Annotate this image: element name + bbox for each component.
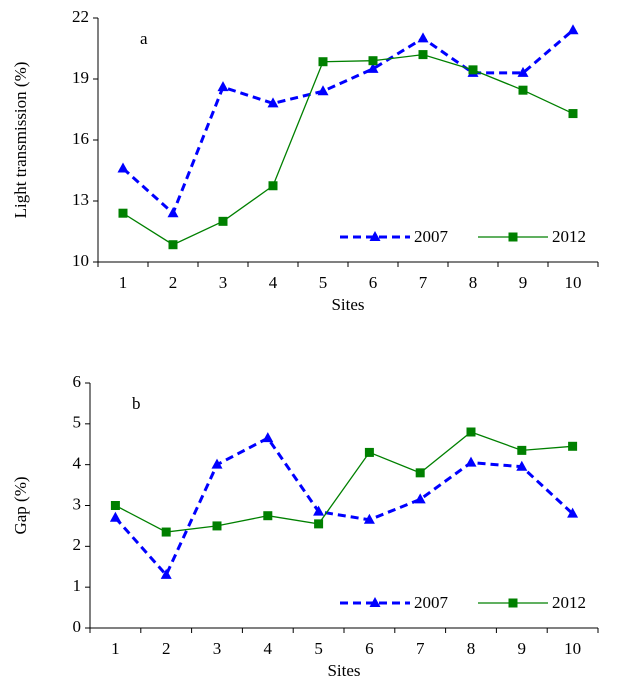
- series-line: [121, 29, 574, 216]
- y-axis-label: Light transmission (%): [11, 62, 30, 219]
- x-tick-label: 1: [111, 639, 120, 658]
- x-tick-label: 7: [419, 273, 428, 292]
- marker: [167, 207, 179, 218]
- x-tick-label: 10: [565, 273, 582, 292]
- marker: [218, 216, 228, 226]
- legend-label: 2007: [414, 593, 449, 612]
- x-tick-label: 6: [365, 639, 374, 658]
- x-tick-label: 7: [416, 639, 425, 658]
- legend-label: 2012: [552, 593, 586, 612]
- marker: [517, 445, 527, 455]
- series-line: [114, 436, 574, 578]
- x-tick-label: 5: [314, 639, 323, 658]
- legend-label: 2007: [414, 227, 449, 246]
- marker: [568, 441, 578, 451]
- legend-label: 2012: [552, 227, 586, 246]
- marker: [117, 162, 129, 173]
- marker: [417, 32, 429, 43]
- y-tick-label: 16: [72, 129, 89, 148]
- marker: [160, 568, 172, 579]
- marker: [367, 62, 379, 73]
- y-axis-label: Gap (%): [11, 476, 30, 534]
- legend-marker: [508, 598, 518, 608]
- marker: [211, 458, 223, 469]
- x-tick-label: 4: [269, 273, 278, 292]
- x-tick-label: 10: [564, 639, 581, 658]
- marker: [161, 527, 171, 537]
- panel-label: b: [132, 394, 141, 413]
- y-tick-label: 3: [73, 494, 82, 513]
- y-tick-label: 1: [73, 576, 82, 595]
- marker: [567, 24, 579, 35]
- marker: [217, 81, 229, 92]
- legend-marker: [369, 231, 381, 241]
- marker: [212, 521, 222, 531]
- marker: [568, 109, 578, 119]
- x-tick-label: 6: [369, 273, 378, 292]
- x-axis-label: Sites: [327, 661, 360, 680]
- marker: [465, 456, 477, 467]
- x-tick-label: 5: [319, 273, 328, 292]
- marker: [414, 493, 426, 504]
- x-tick-label: 4: [264, 639, 273, 658]
- marker: [516, 460, 528, 471]
- y-tick-label: 0: [73, 617, 82, 636]
- series-line: [115, 431, 573, 533]
- marker: [418, 50, 428, 60]
- marker: [517, 66, 529, 77]
- y-tick-label: 10: [72, 251, 89, 270]
- y-tick-label: 4: [73, 454, 82, 473]
- x-axis-label: Sites: [331, 295, 364, 314]
- y-tick-label: 5: [73, 413, 82, 432]
- y-tick-label: 13: [72, 190, 89, 209]
- marker: [109, 511, 121, 522]
- marker: [466, 427, 476, 437]
- x-tick-label: 2: [162, 639, 171, 658]
- marker: [415, 468, 425, 478]
- marker: [168, 240, 178, 250]
- marker: [313, 505, 325, 516]
- x-tick-label: 1: [119, 273, 128, 292]
- x-tick-label: 8: [467, 639, 476, 658]
- panel-label: a: [140, 29, 148, 48]
- marker: [364, 447, 374, 457]
- x-tick-label: 8: [469, 273, 478, 292]
- marker: [118, 208, 128, 218]
- marker: [518, 85, 528, 95]
- marker: [263, 511, 273, 521]
- marker: [267, 97, 279, 108]
- x-tick-label: 9: [518, 639, 527, 658]
- series-line: [122, 53, 574, 246]
- y-tick-label: 6: [73, 372, 82, 391]
- marker: [368, 56, 378, 66]
- y-tick-label: 19: [72, 68, 89, 87]
- marker: [363, 513, 375, 524]
- y-tick-label: 2: [73, 535, 82, 554]
- x-tick-label: 3: [219, 273, 228, 292]
- marker: [567, 507, 579, 518]
- marker: [314, 519, 324, 529]
- legend-marker: [369, 597, 381, 607]
- marker: [317, 85, 329, 96]
- x-tick-label: 9: [519, 273, 528, 292]
- x-tick-label: 2: [169, 273, 178, 292]
- legend-marker: [508, 232, 518, 242]
- y-tick-label: 22: [72, 7, 89, 26]
- marker: [110, 501, 120, 510]
- marker: [318, 57, 328, 67]
- x-tick-label: 3: [213, 639, 222, 658]
- marker: [468, 65, 478, 75]
- marker: [268, 181, 278, 191]
- marker: [262, 432, 274, 443]
